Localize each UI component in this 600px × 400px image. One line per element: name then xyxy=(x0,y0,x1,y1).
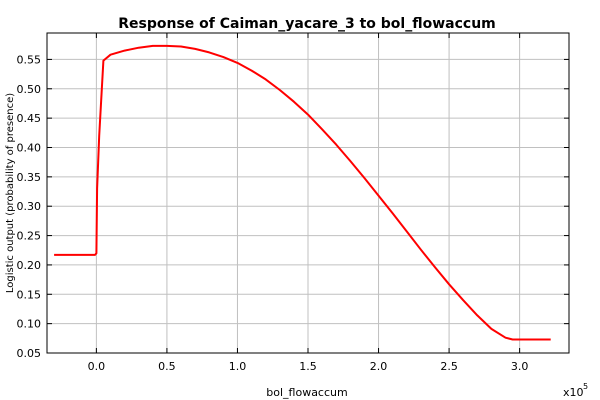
response-curve-line xyxy=(54,44,551,341)
series-layer xyxy=(54,44,551,341)
y-axis-label: Logistic output (probability of presence… xyxy=(5,93,16,293)
x-tick-label: 3.0 xyxy=(511,360,529,373)
y-tick-label: 0.35 xyxy=(17,171,42,184)
y-tick-label: 0.45 xyxy=(17,112,42,125)
y-tick-label: 0.30 xyxy=(17,200,42,213)
y-axis-ticks: 0.05 0.10 0.15 0.20 0.25 0.30 0.35 0.40 0.45 0.50… xyxy=(17,53,569,360)
y-tick-label: 0.50 xyxy=(17,83,42,96)
x-axis-label: bol_flowaccum xyxy=(266,386,347,399)
x-axis-ticks: 0.0 0.5 1.0 1.5 2.0 2.5 3.0 xyxy=(88,33,529,373)
x-tick-label: 1.5 xyxy=(299,360,317,373)
grid xyxy=(47,33,569,354)
y-tick-label: 0.05 xyxy=(17,347,42,360)
plot-frame xyxy=(46,32,570,354)
x-tick-label: 0.5 xyxy=(158,360,176,373)
x-tick-label: 2.5 xyxy=(440,360,458,373)
x-tick-label: 1.0 xyxy=(229,360,247,373)
y-tick-label: 0.55 xyxy=(17,53,42,66)
x-axis-multiplier: x10 xyxy=(563,386,584,399)
y-tick-label: 0.20 xyxy=(17,259,42,272)
y-tick-label: 0.40 xyxy=(17,141,42,154)
y-tick-label: 0.10 xyxy=(17,318,42,331)
x-tick-label: 0.0 xyxy=(88,360,106,373)
x-axis-multiplier-exponent: 5 xyxy=(583,382,588,391)
y-tick-label: 0.25 xyxy=(17,230,42,243)
y-tick-label: 0.15 xyxy=(17,288,42,301)
chart-title: Response of Caiman_yacare_3 to bol_flowa… xyxy=(118,16,496,32)
x-tick-label: 2.0 xyxy=(370,360,388,373)
